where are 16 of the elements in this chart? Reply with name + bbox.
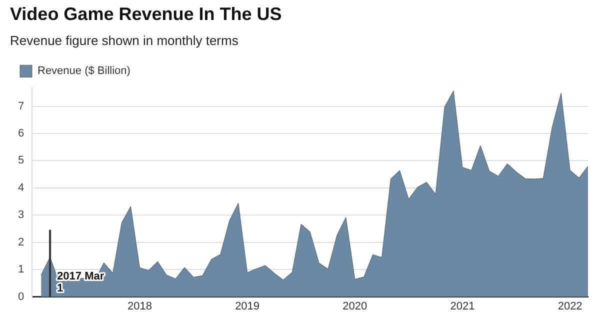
y-tick-label: 6 [18,128,24,140]
y-tick-label: 1 [18,264,24,276]
chart-title: Video Game Revenue In The US [10,4,282,24]
x-tick-label: 2021 [450,300,475,312]
y-tick-label: 0 [18,290,24,303]
x-tick-label: 2019 [235,300,260,312]
chart-subtitle: Revenue figure shown in monthly terms [10,32,239,48]
y-tick-label: 2 [18,236,24,248]
y-tick-label: 7 [18,100,24,112]
y-tick-label: 5 [18,154,24,167]
y-tick-label: 3 [18,209,24,222]
legend-label: Revenue ($ Billion) [38,65,130,78]
x-tick-label: 2018 [127,300,152,312]
x-tick-label: 2020 [342,300,368,312]
x-tick-label: 2022 [558,300,582,312]
y-tick-label: 4 [18,182,24,194]
